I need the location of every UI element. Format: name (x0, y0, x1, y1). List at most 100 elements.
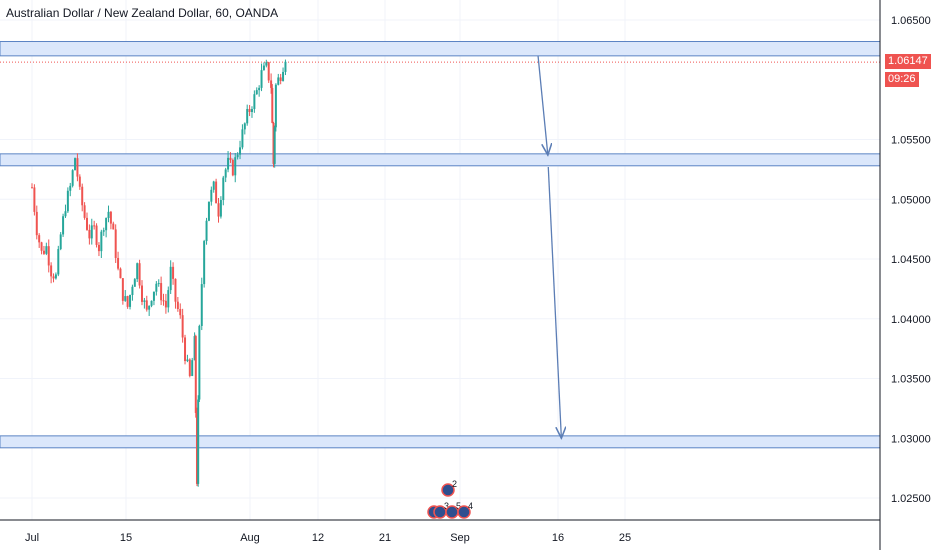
candle-body (255, 90, 258, 95)
candle-body (117, 257, 120, 269)
candle-body (167, 290, 170, 308)
event-flag-icon (457, 505, 471, 519)
candle-body (194, 336, 197, 413)
support-resistance-zones (0, 41, 881, 449)
candle-body (145, 300, 148, 310)
event-count-label: 4 (468, 501, 473, 511)
candle-body (219, 200, 222, 217)
candle-body (109, 211, 112, 224)
candle-body (222, 177, 225, 201)
candle-body (121, 278, 124, 301)
chart-title: Australian Dollar / New Zealand Dollar, … (6, 6, 279, 20)
candle-body (279, 77, 282, 81)
candle-body (205, 220, 208, 242)
candle-body (114, 229, 117, 258)
candle-body (107, 211, 110, 219)
candle-body (250, 109, 253, 112)
candle-body (181, 315, 184, 338)
candle-body (258, 87, 261, 91)
y-tick-label: 1.04500 (891, 254, 931, 266)
candle-body (131, 286, 134, 296)
candle-body (195, 412, 198, 484)
trend-arrow (547, 166, 561, 438)
candle-body (200, 284, 203, 326)
candle-body (243, 123, 246, 130)
x-tick-label: 25 (619, 532, 631, 544)
candle-body (246, 108, 249, 124)
candle-body (35, 211, 38, 236)
candle-body (267, 62, 270, 81)
candle-body (129, 295, 132, 307)
event-markers: 2 3 5 4 (427, 479, 473, 519)
candle-body (69, 185, 72, 191)
candle-body (157, 283, 160, 285)
candle-body (97, 244, 100, 252)
candle-body (212, 181, 215, 190)
y-tick-label: 1.05000 (891, 194, 931, 206)
candle-body (47, 246, 50, 266)
event-count-label: 5 (456, 501, 461, 511)
candle-body (76, 158, 79, 177)
candle-body (105, 218, 108, 231)
candle-body (188, 359, 191, 376)
candle-body (241, 129, 244, 148)
event-count-label: 3 (444, 501, 449, 511)
y-tick-label: 1.03500 (891, 374, 931, 386)
candle-body (33, 187, 36, 212)
candlestick-series (31, 59, 287, 487)
candle-body (124, 296, 127, 301)
candle-body (272, 122, 275, 164)
x-tick-label: 12 (312, 532, 324, 544)
candle-body (248, 108, 251, 112)
candle-body (162, 300, 165, 302)
candle-body (50, 265, 53, 277)
x-tick-label: 16 (552, 532, 564, 544)
candle-body (160, 283, 163, 301)
event-flag-icon (441, 483, 455, 497)
y-tick-label: 1.06500 (891, 15, 931, 27)
candle-body (126, 296, 129, 307)
candle-body (57, 249, 60, 275)
candle-body (143, 300, 146, 302)
candle-body (40, 242, 43, 251)
y-tick-label: 1.02500 (891, 493, 931, 505)
candle-body (265, 62, 268, 66)
candle-body (193, 336, 196, 361)
zone-rect (0, 435, 881, 449)
candle-body (260, 70, 263, 88)
candle-body (85, 217, 88, 230)
candle-body (207, 201, 210, 221)
candle-body (191, 360, 194, 376)
candle-body (83, 205, 86, 218)
candle-body (231, 159, 234, 176)
event-count-label: 2 (452, 479, 457, 489)
trend-arrow (537, 55, 548, 155)
candle-body (88, 229, 91, 239)
candle-body (203, 241, 206, 285)
y-tick-label: 1.03000 (891, 433, 931, 445)
candle-body (133, 279, 136, 287)
candle-body (138, 263, 141, 286)
candle-body (112, 223, 115, 230)
candle-body (271, 87, 274, 123)
candle-body (172, 266, 175, 279)
candle-body (253, 94, 256, 110)
candle-body (197, 399, 200, 484)
x-tick-label: Sep (450, 532, 470, 544)
candle-body (210, 189, 213, 202)
candle-body (229, 157, 232, 160)
x-tick-label: Jul (25, 532, 39, 544)
candle-body (273, 127, 276, 164)
zone-rect (0, 153, 881, 167)
candle-body (217, 203, 220, 217)
candle-body (184, 337, 187, 362)
candle-body (150, 300, 153, 306)
countdown-badge: 09:26 (885, 72, 919, 87)
candle-body (179, 308, 182, 316)
candle-body (164, 300, 167, 308)
candle-body (174, 278, 177, 302)
candle-body (169, 266, 172, 291)
candle-body (71, 170, 74, 186)
